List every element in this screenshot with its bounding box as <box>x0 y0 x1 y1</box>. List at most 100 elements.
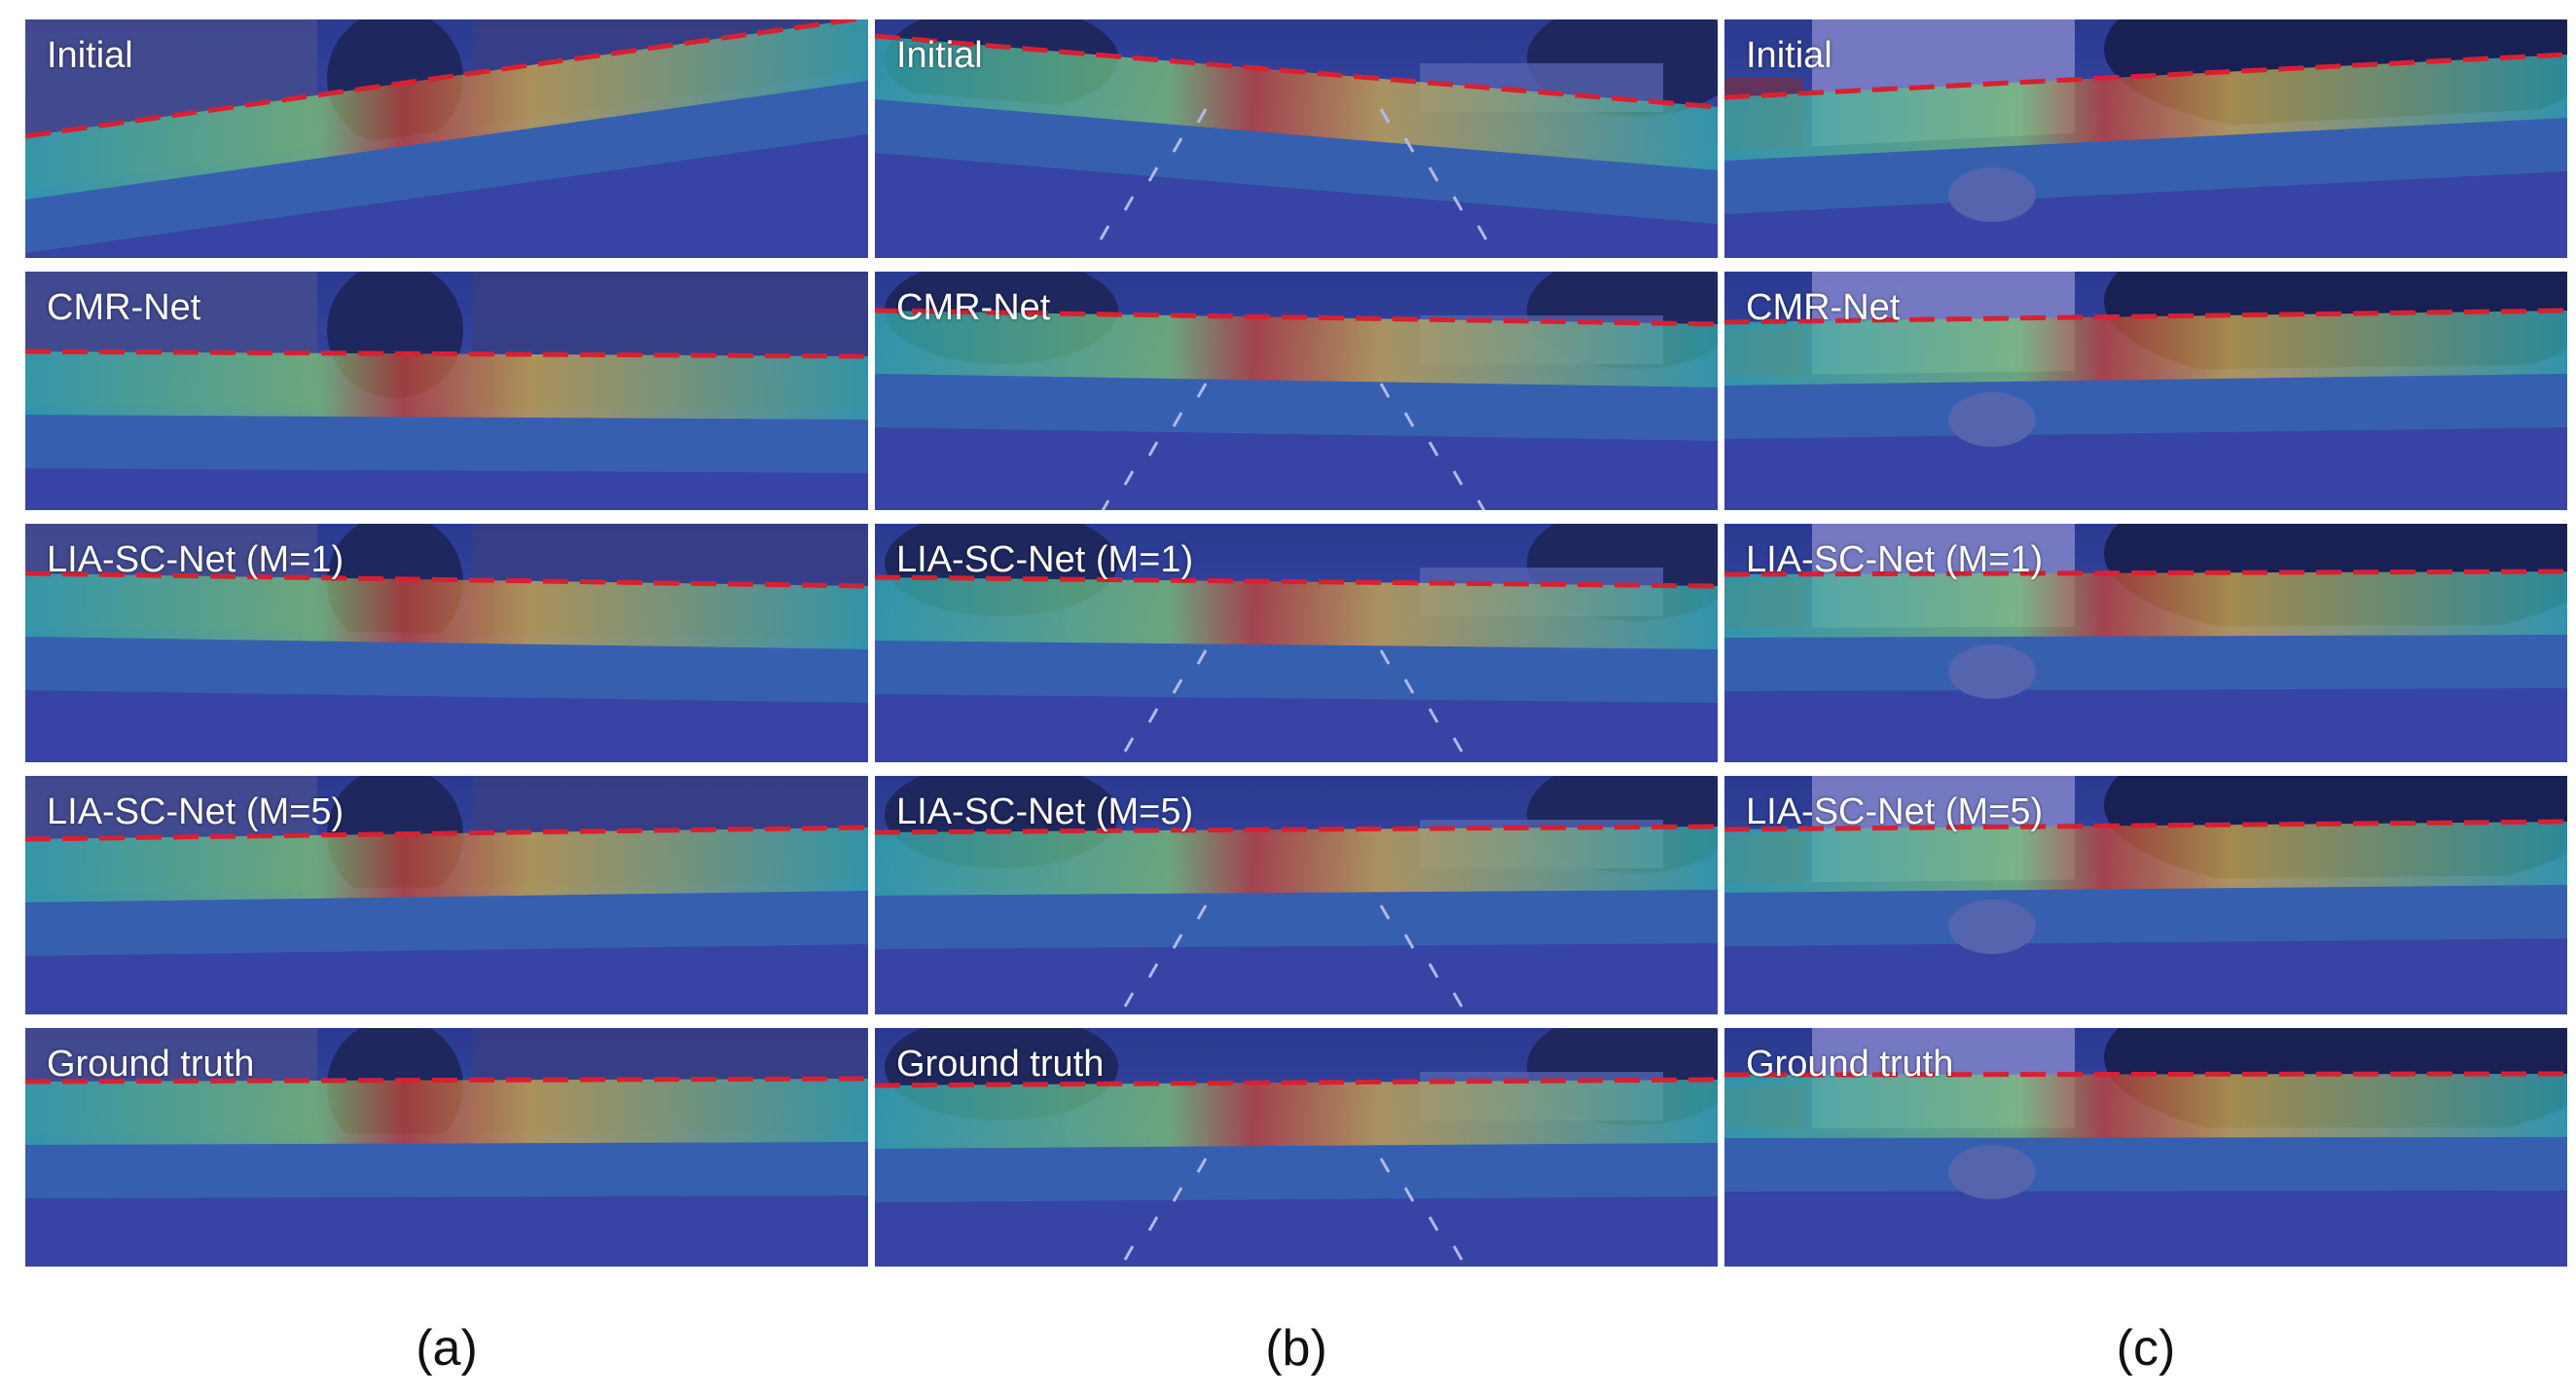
lane-marking <box>1123 992 1135 1008</box>
scene-image <box>25 524 868 762</box>
alignment-line <box>1724 308 2567 325</box>
scene-image <box>875 776 1718 1014</box>
car <box>1948 392 2036 447</box>
lidar-projection <box>875 311 1718 387</box>
lane-marking <box>1379 904 1391 920</box>
blue-overlay <box>25 524 868 762</box>
row-separator <box>875 1018 1718 1023</box>
column-c: Initial CMR-Net LIA-SC-Net (M=1) LIA-SC-… <box>1724 19 2567 1287</box>
lidar-ground-points <box>25 637 868 703</box>
lane-marking <box>1196 649 1208 665</box>
row-separator <box>875 262 1718 267</box>
row-separator <box>875 766 1718 771</box>
lane-marking <box>1428 1216 1439 1232</box>
lidar-projection <box>1724 822 2567 893</box>
panel-c-lia-m5: LIA-SC-Net (M=5) <box>1724 776 2567 1014</box>
lidar-ground-points <box>875 890 1718 949</box>
lane-marking <box>1123 196 1135 211</box>
panel-a-lia-m5: LIA-SC-Net (M=5) <box>25 776 868 1014</box>
row-separator <box>1724 262 2567 267</box>
panel-c-initial: Initial <box>1724 19 2567 258</box>
alignment-line <box>25 1076 868 1085</box>
lidar-projection <box>875 827 1718 896</box>
road-surface <box>25 881 868 1014</box>
blue-overlay <box>875 19 1718 258</box>
panel-label: LIA-SC-Net (M=1) <box>47 539 345 580</box>
panel-b-ground-truth: Ground truth <box>875 1028 1718 1267</box>
road-surface <box>875 880 1718 1014</box>
panel-b-lia-m1: LIA-SC-Net (M=1) <box>875 524 1718 762</box>
lidar-ground-points <box>1724 635 2567 691</box>
road-surface <box>875 364 1718 510</box>
lane-marking <box>1379 383 1391 398</box>
panel-b-cmr-net: CMR-Net <box>875 272 1718 510</box>
caption-b: (b) <box>1265 1320 1327 1377</box>
row-separator <box>1724 766 2567 771</box>
lane-marking <box>1452 196 1464 211</box>
scene-image <box>1724 524 2567 762</box>
road-surface <box>875 90 1718 258</box>
lane-marking <box>1196 1158 1208 1173</box>
panel-label: LIA-SC-Net (M=5) <box>896 791 1194 832</box>
lidar-projection <box>875 1080 1718 1149</box>
panel-label: Ground truth <box>47 1044 255 1085</box>
lidar-projection <box>25 827 868 902</box>
alignment-line <box>875 33 1718 110</box>
lane-marking <box>1403 679 1415 694</box>
row-separator <box>25 262 868 267</box>
alignment-line <box>25 825 868 842</box>
panel-label: Initial <box>47 35 133 76</box>
scene-image <box>25 19 868 258</box>
column-a: Initial CMR-Net LIA-SC-Net (M=1) LIA-SC-… <box>25 19 868 1287</box>
lidar-ground-points <box>25 1142 868 1198</box>
row-separator <box>1724 514 2567 519</box>
panel-a-cmr-net: CMR-Net <box>25 272 868 510</box>
road-surface <box>1724 1127 2567 1267</box>
blue-overlay <box>1724 776 2567 1014</box>
lane-marking <box>1147 166 1159 182</box>
lidar-ground-points <box>1724 374 2567 439</box>
lane-marking <box>1403 412 1415 427</box>
panel-label: CMR-Net <box>1746 287 1901 328</box>
panel-label: CMR-Net <box>896 287 1051 328</box>
lane-marking <box>1172 137 1183 153</box>
panel-label: CMR-Net <box>47 287 201 328</box>
lane-marking <box>1196 904 1208 920</box>
scene-image <box>25 1028 868 1267</box>
alignment-line <box>875 308 1718 327</box>
panel-label: LIA-SC-Net (M=1) <box>896 539 1194 580</box>
lane-marking <box>1099 225 1110 240</box>
lane-marking <box>1123 470 1135 486</box>
alignment-line <box>25 570 868 589</box>
alignment-line <box>25 349 868 359</box>
blue-overlay <box>1724 1028 2567 1267</box>
lidar-projection <box>25 573 868 649</box>
road-surface <box>1724 625 2567 762</box>
panel-label: LIA-SC-Net (M=5) <box>47 791 345 832</box>
panel-c-cmr-net: CMR-Net <box>1724 272 2567 510</box>
blue-overlay <box>25 776 868 1014</box>
panel-b-initial: Initial <box>875 19 1718 258</box>
car <box>1948 900 2036 954</box>
lane-marking <box>1379 649 1391 665</box>
car <box>1948 167 2036 222</box>
lane-marking <box>1123 737 1135 753</box>
lane-marking <box>1428 441 1439 457</box>
road-surface <box>1724 364 2567 510</box>
alignment-line <box>1724 52 2567 100</box>
panel-c-ground-truth: Ground truth <box>1724 1028 2567 1267</box>
scene-image <box>875 1028 1718 1267</box>
lane-marking <box>1172 1187 1183 1202</box>
car <box>1948 1145 2036 1199</box>
road-surface <box>25 627 868 762</box>
scene-image <box>1724 1028 2567 1267</box>
panel-label: Initial <box>896 35 983 76</box>
lane-marking <box>1428 708 1439 723</box>
lidar-projection <box>875 577 1718 649</box>
row-separator <box>25 1018 868 1023</box>
lane-marking <box>1379 1158 1391 1173</box>
alignment-line <box>875 574 1718 589</box>
road-surface <box>25 405 868 510</box>
lidar-ground-points <box>1724 1137 2567 1192</box>
